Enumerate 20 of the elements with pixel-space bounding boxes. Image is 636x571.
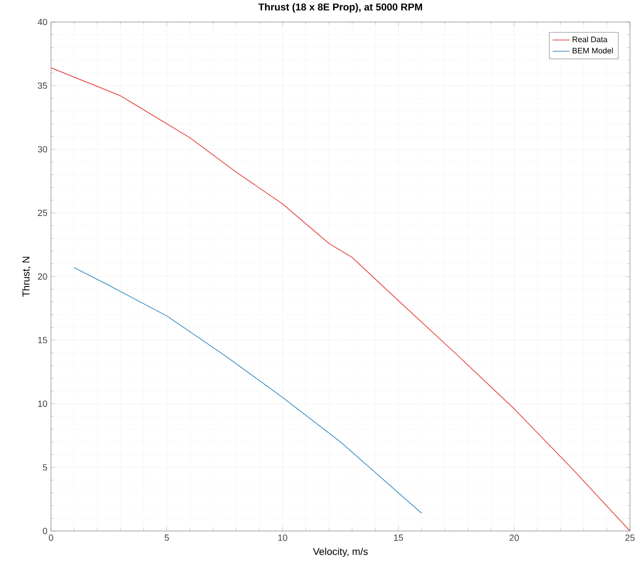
- line-series: [51, 67, 630, 531]
- x-tick-label: 25: [625, 534, 635, 541]
- y-tick-label: 20: [38, 273, 48, 280]
- y-tick-label: 10: [38, 400, 48, 407]
- y-tick-label: 25: [38, 210, 48, 216]
- line-series: [74, 267, 422, 514]
- y-tick-label: 5: [42, 464, 48, 471]
- y-tick-label: 0: [42, 528, 48, 534]
- y-tick-label: 40: [38, 18, 48, 26]
- x-axis-title: Velocity, m/s: [312, 548, 368, 557]
- x-tick-label: 0: [48, 534, 54, 541]
- y-tick-label: 35: [38, 82, 48, 89]
- chart-title: Thrust (18 x 8E Prop), at 5000 RPM: [258, 3, 422, 12]
- y-tick-label: 15: [38, 336, 48, 344]
- x-tick-label: 15: [394, 534, 404, 541]
- x-tick-label: 10: [278, 534, 288, 541]
- x-tick-label: 5: [164, 534, 169, 541]
- x-tick-label: 20: [510, 534, 519, 541]
- y-axis-title: Thrust, N: [22, 256, 31, 297]
- y-tick-label: 30: [38, 146, 48, 152]
